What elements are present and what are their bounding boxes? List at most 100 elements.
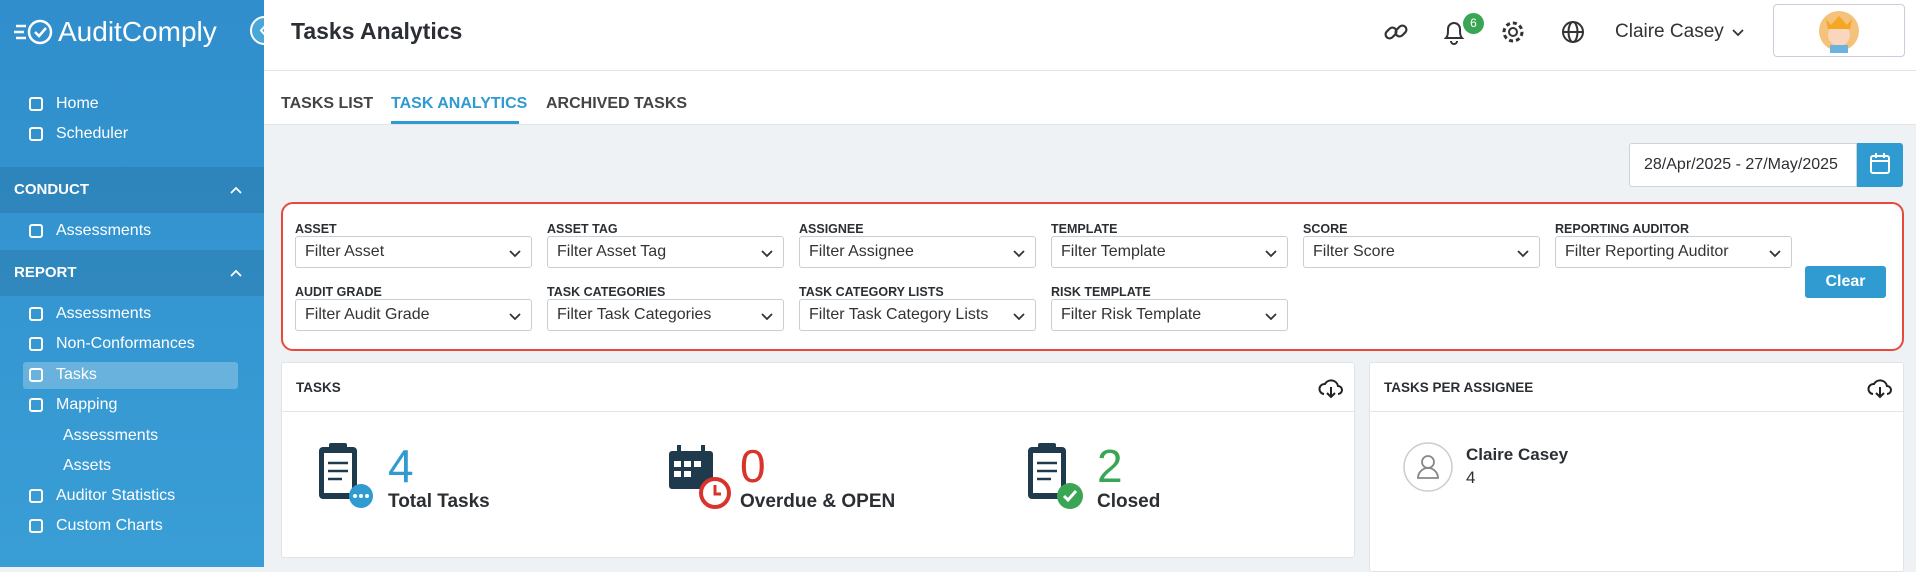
assignee-avatar [1403, 442, 1453, 492]
filter-placeholder: Filter Task Category Lists [809, 306, 989, 323]
section-chevron [230, 269, 242, 277]
clear-button[interactable]: Clear [1805, 266, 1886, 298]
link-icon[interactable] [1381, 17, 1411, 47]
tab-bar: TASKS LIST TASK ANALYTICS ARCHIVED TASKS [264, 71, 1916, 125]
dropdown-chevron [1517, 250, 1529, 258]
nav-icon [29, 127, 43, 141]
nav-icon [29, 367, 43, 382]
user-menu-chevron[interactable] [1730, 24, 1746, 40]
tab[interactable]: TASK ANALYTICS [391, 95, 528, 112]
notification-badge: 6 [1463, 13, 1484, 34]
tasks-card: TASKS 4 Total Tasks 0 Overdue & OPEN 2 Closed [281, 362, 1355, 558]
avatar [1819, 11, 1859, 53]
stat-value: 0 [740, 440, 766, 492]
filter-placeholder: Filter Audit Grade [305, 306, 430, 323]
dropdown-chevron [1265, 313, 1277, 321]
filter-placeholder: Filter Reporting Auditor [1565, 243, 1729, 260]
nav-item[interactable]: Mapping [56, 396, 118, 413]
settings-icon[interactable] [1499, 17, 1527, 47]
nav-icon [29, 488, 43, 503]
page-title: Tasks Analytics [291, 18, 463, 44]
download-icon[interactable] [1317, 375, 1345, 401]
nav-item[interactable]: Auditor Statistics [56, 486, 176, 504]
download-icon[interactable] [1866, 375, 1894, 401]
top-bar: Tasks Analytics 6 Claire Casey [264, 0, 1916, 71]
stat-icon [319, 443, 373, 508]
stat-label: Total Tasks [388, 491, 490, 512]
filter-placeholder: Filter Asset Tag [557, 243, 667, 260]
section-header[interactable]: REPORT [0, 249, 264, 296]
nav-item[interactable]: Tasks [56, 365, 97, 383]
nav-subitem[interactable]: Assets [63, 456, 112, 474]
filter-label: TASK CATEGORIES [547, 285, 666, 299]
section-header[interactable]: CONDUCT [0, 167, 264, 213]
nav-icon [29, 337, 43, 351]
section-chevron [230, 186, 242, 194]
filter-label: TASK CATEGORY LISTS [799, 285, 944, 299]
nav-icon [29, 519, 43, 533]
filter-dropdown[interactable]: Filter Asset [295, 236, 532, 268]
filter-label: SCORE [1303, 222, 1348, 236]
nav-item[interactable]: Assessments [56, 222, 152, 239]
nav-item[interactable]: Assessments [56, 304, 152, 322]
tab[interactable]: TASKS LIST [281, 95, 374, 112]
filter-dropdown[interactable]: Filter Task Categories [547, 299, 784, 331]
active-highlight [23, 361, 238, 389]
date-range[interactable]: 28/Apr/2025 - 27/May/2025 [1629, 143, 1857, 187]
calendar-button[interactable] [1857, 143, 1903, 187]
assignee-name: Claire Casey [1466, 445, 1569, 464]
filter-label: ASSET TAG [547, 222, 618, 236]
filter-placeholder: Filter Template [1061, 243, 1166, 260]
language-icon[interactable] [1559, 17, 1587, 47]
filter-placeholder: Filter Assignee [809, 243, 914, 260]
dropdown-chevron [509, 250, 521, 258]
filter-dropdown[interactable]: Filter Risk Template [1051, 299, 1288, 331]
filter-dropdown[interactable]: Filter Task Category Lists [799, 299, 1036, 331]
stat-icon [1028, 443, 1083, 509]
stat-label: Overdue & OPEN [740, 491, 896, 512]
filter-label: RISK TEMPLATE [1051, 285, 1151, 299]
stat-value: 2 [1097, 440, 1123, 492]
sidebar: AuditComply Home Scheduler CONDUCT Assessme… [0, 0, 264, 567]
tab[interactable]: ARCHIVED TASKS [546, 95, 688, 112]
dropdown-chevron [1013, 313, 1025, 321]
section-title: CONDUCT [14, 181, 89, 198]
nav-icon [29, 224, 43, 238]
dropdown-chevron [761, 250, 773, 258]
dropdown-chevron [1265, 250, 1277, 258]
dropdown-chevron [761, 313, 773, 321]
nav-icon [29, 97, 43, 111]
dropdown-chevron [509, 313, 521, 321]
nav-subitem[interactable]: Assessments [63, 426, 159, 444]
section-title: REPORT [14, 263, 77, 281]
filter-dropdown[interactable]: Filter Asset Tag [547, 236, 784, 268]
filter-dropdown[interactable]: Filter Reporting Auditor [1555, 236, 1792, 268]
bell-icon[interactable] [1440, 17, 1468, 47]
sidebar-nav: Home Scheduler CONDUCT Assessments REPORT Ass… [0, 0, 264, 567]
filter-label: AUDIT GRADE [295, 285, 382, 299]
nav-item[interactable]: Non-Conformances [56, 335, 195, 352]
avatar-box[interactable] [1773, 4, 1905, 57]
brand: AuditComply [58, 16, 217, 47]
filter-dropdown[interactable]: Filter Score [1303, 236, 1540, 268]
filter-placeholder: Filter Task Categories [557, 306, 712, 323]
nav-icon [29, 306, 43, 321]
filter-placeholder: Filter Risk Template [1061, 306, 1202, 323]
nav-item[interactable]: Custom Charts [56, 517, 163, 534]
filter-placeholder: Filter Score [1313, 243, 1395, 260]
filter-label: TEMPLATE [1051, 222, 1118, 236]
dropdown-chevron [1013, 250, 1025, 258]
filter-label: REPORTING AUDITOR [1555, 222, 1690, 236]
nav-item[interactable]: Scheduler [56, 125, 129, 142]
nav-icon [29, 398, 43, 412]
stat-label: Closed [1097, 491, 1161, 512]
filter-dropdown[interactable]: Filter Audit Grade [295, 299, 532, 331]
filter-dropdown[interactable]: Filter Assignee [799, 236, 1036, 268]
filter-dropdown[interactable]: Filter Template [1051, 236, 1288, 268]
user-name[interactable]: Claire Casey [1615, 21, 1724, 42]
stat-icon [669, 445, 731, 509]
filter-label: ASSIGNEE [799, 222, 864, 236]
nav-item[interactable]: Home [56, 95, 99, 112]
assignee-count: 4 [1466, 468, 1476, 487]
